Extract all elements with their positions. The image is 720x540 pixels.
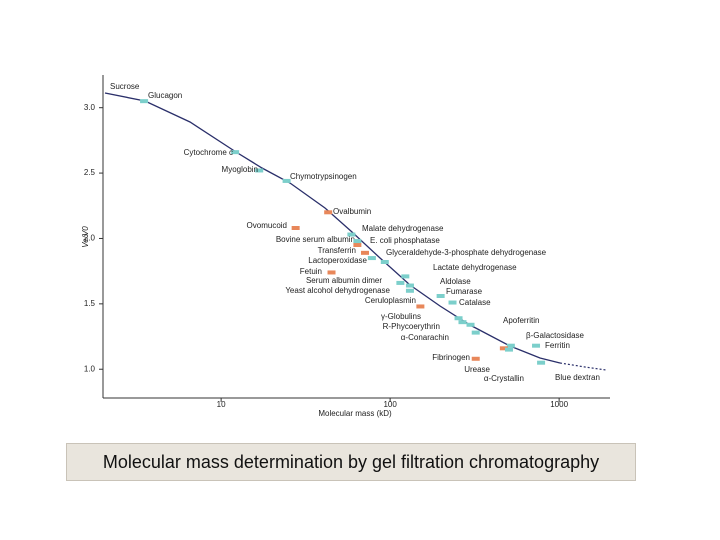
point <box>360 250 369 255</box>
point <box>506 343 515 348</box>
fit-curve-extension <box>559 362 607 371</box>
point <box>471 330 480 335</box>
point-label: Ferritin <box>545 341 570 350</box>
caption: Molecular mass determination by gel filt… <box>66 443 636 481</box>
point-label: Malate dehydrogenase <box>362 224 444 233</box>
point <box>499 346 508 351</box>
point-label: Aldolase <box>440 277 471 286</box>
chart: Ve/V0 Molecular mass (kD) Sucrose 10 100 1… <box>81 75 610 418</box>
point-label: Cytochrome c <box>184 148 233 157</box>
point <box>416 304 425 309</box>
point-label: Apoferritin <box>503 316 539 325</box>
point-label: Blue dextran <box>555 373 600 382</box>
point-label: Catalase <box>459 298 491 307</box>
point <box>504 347 513 352</box>
point-label: Fetuin <box>300 267 322 276</box>
point <box>396 280 405 285</box>
point <box>405 283 414 288</box>
y-axis-label: Ve/V0 <box>81 226 90 248</box>
point-label: β-Galactosidase <box>526 331 585 340</box>
point <box>471 356 480 361</box>
point-label: Ceruloplasmin <box>365 296 416 305</box>
point <box>367 256 376 261</box>
point <box>347 232 356 237</box>
point-label: Fumarase <box>446 287 483 296</box>
point-label: Ovalbumin <box>333 207 371 216</box>
point <box>324 210 333 215</box>
point <box>537 360 546 365</box>
point <box>401 274 410 279</box>
point <box>255 168 264 173</box>
x-tick-label: 100 <box>383 400 397 409</box>
point-label: γ-Globulins <box>381 312 421 321</box>
point-label: Lactate dehydrogenase <box>433 263 517 272</box>
point <box>454 316 463 321</box>
point-label: Urease <box>464 365 490 374</box>
point-label: Fibrinogen <box>432 353 470 362</box>
y-tick-label: 3.0 <box>84 103 96 112</box>
annotation: Sucrose <box>110 82 140 91</box>
point <box>353 239 362 244</box>
point-label: R-Phycoerythrin <box>383 322 440 331</box>
y-tick-label: 2.0 <box>84 234 96 243</box>
point <box>405 288 414 293</box>
point <box>466 322 475 327</box>
point-label: Chymotrypsinogen <box>290 172 357 181</box>
point-label: Ovomucoid <box>247 221 287 230</box>
point <box>458 320 467 325</box>
point-label: Lactoperoxidase <box>308 256 367 265</box>
fit-curve <box>104 92 561 364</box>
point-label: Glucagon <box>148 91 182 100</box>
point-label: Glyceraldehyde-3-phosphate dehydrogenase <box>386 248 547 257</box>
point-label: α-Conarachin <box>401 333 449 342</box>
point <box>231 150 240 155</box>
point-label: Transferrin <box>318 246 356 255</box>
point-label: Serum albumin dimer <box>306 276 382 285</box>
point-label: Yeast alcohol dehydrogenase <box>285 286 390 295</box>
point-label: α-Crystallin <box>484 374 524 383</box>
x-tick-label: 1000 <box>550 400 568 409</box>
point-label: Bovine serum albumin <box>276 235 355 244</box>
y-tick-label: 2.5 <box>84 168 96 177</box>
point <box>380 260 389 264</box>
point <box>448 300 457 305</box>
x-tick-label: 10 <box>217 400 226 409</box>
point <box>353 243 362 247</box>
point <box>282 178 291 183</box>
point <box>327 270 336 275</box>
point <box>140 99 149 104</box>
point <box>291 226 300 230</box>
point <box>436 294 445 298</box>
y-tick-label: 1.5 <box>84 299 96 308</box>
point-label: Myoglobin <box>222 165 258 174</box>
point <box>532 343 541 348</box>
x-axis-label: Molecular mass (kD) <box>318 409 392 418</box>
y-tick-label: 1.0 <box>84 364 96 373</box>
point-label: E. coli phosphatase <box>370 236 440 245</box>
